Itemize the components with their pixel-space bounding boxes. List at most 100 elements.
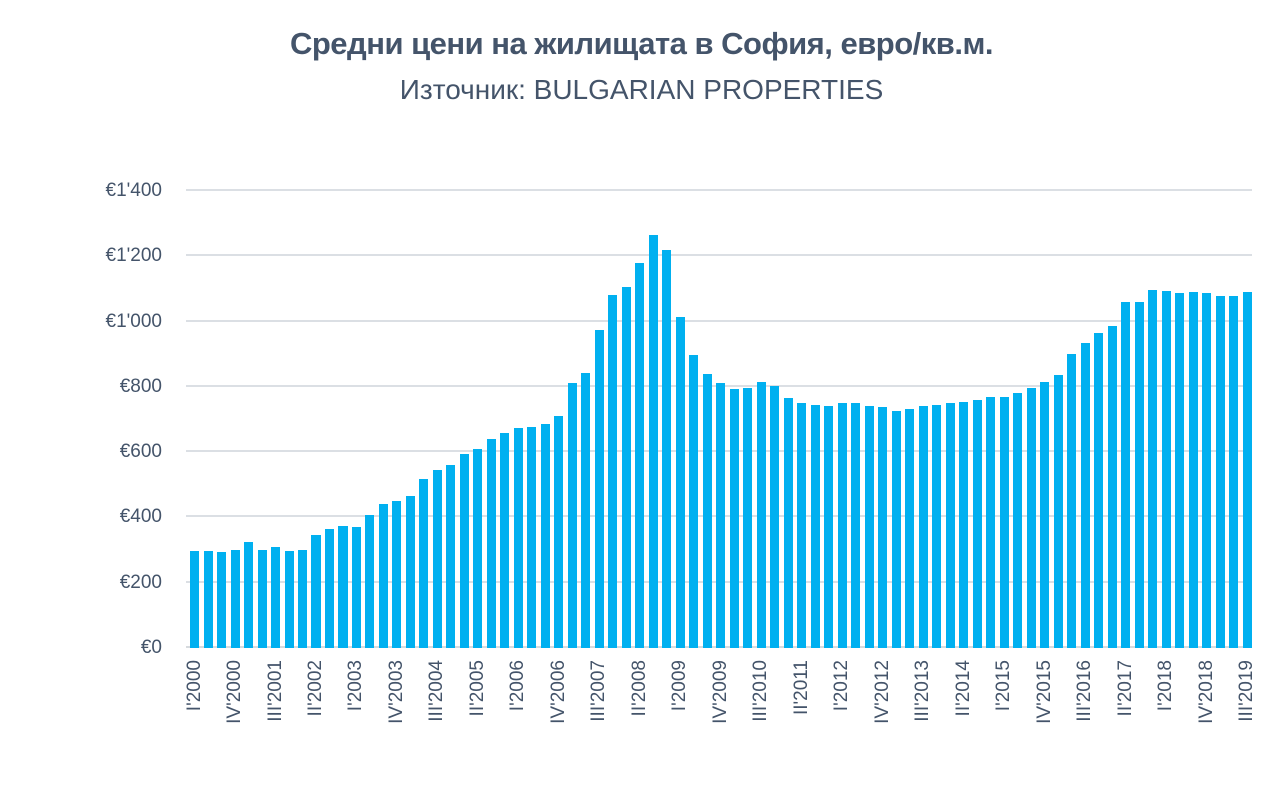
bar-III'2005 (486, 438, 496, 648)
bar-IV'2013 (932, 405, 942, 648)
gridline (186, 319, 1252, 322)
x-tick-label: II'2008 (628, 660, 650, 717)
bar-III'2019 (1242, 292, 1252, 648)
chart-title: Средни цени на жилищата в София, евро/кв… (289, 26, 994, 61)
bar-IV'2009 (716, 383, 726, 648)
bar-I'2018 (1161, 290, 1171, 648)
bar-III'2011 (810, 405, 820, 648)
bar-I'2007 (567, 383, 577, 648)
bar-II'2012 (851, 403, 861, 648)
bar-IV'2018 (1202, 292, 1212, 648)
x-tick-label: III'2016 (1074, 660, 1096, 722)
x-tick-label: IV'2009 (709, 660, 731, 724)
bar-IV'2004 (446, 465, 456, 648)
bar-IV'2012 (878, 407, 888, 648)
x-tick-label: I'2003 (345, 660, 367, 712)
x-tick-label: IV'2012 (871, 660, 893, 724)
x-tick-label: III'2001 (264, 660, 286, 722)
bar-II'2010 (743, 388, 753, 648)
bar-IV'2016 (1094, 333, 1104, 648)
bar-IV'2008 (662, 250, 672, 648)
bar-IV'2015 (1040, 381, 1050, 648)
bar-I'2012 (837, 402, 847, 648)
bar-III'2010 (756, 381, 766, 648)
x-tick-label: IV'2003 (385, 660, 407, 724)
bar-IV'2000 (230, 550, 240, 648)
bar-III'2012 (864, 406, 874, 648)
x-tick-label: IV'2000 (224, 660, 246, 724)
y-tick-label: €1'200 (105, 245, 162, 267)
bar-I'2013 (891, 410, 901, 648)
bar-IV'2006 (554, 416, 564, 648)
bar-II'2014 (959, 401, 969, 648)
bar-I'2011 (783, 398, 793, 648)
x-tick-label: II'2011 (790, 660, 812, 716)
bar-I'2006 (513, 428, 523, 648)
x-tick-label: I'2018 (1155, 660, 1177, 712)
x-tick-label: III'2013 (912, 660, 934, 722)
bar-III'2013 (918, 406, 928, 648)
bar-III'2009 (702, 374, 712, 648)
bar-I'2001 (244, 541, 254, 648)
y-tick-label: €1'000 (105, 310, 162, 332)
y-tick-label: €1'400 (105, 180, 162, 201)
bar-II'2019 (1229, 296, 1239, 648)
bar-IV'2007 (608, 295, 618, 648)
bar-IV'2005 (500, 432, 510, 648)
y-tick-label: €200 (119, 571, 162, 593)
x-tick-label: IV'2006 (547, 660, 569, 724)
x-tick-label: I'2012 (831, 660, 853, 712)
bar-I'2009 (675, 316, 685, 648)
bar-III'2018 (1188, 291, 1198, 648)
x-tick-label: IV'2018 (1195, 660, 1217, 724)
bar-I'2008 (621, 286, 631, 648)
y-tick-label: €800 (119, 375, 162, 397)
bar-III'2004 (432, 470, 442, 648)
x-tick-label: I'2009 (669, 660, 691, 712)
bar-II'2017 (1121, 301, 1131, 648)
bar-III'2006 (540, 424, 550, 648)
x-tick-label: I'2015 (993, 660, 1015, 712)
bar-III'2000 (217, 552, 227, 648)
bar-I'2016 (1053, 375, 1063, 648)
bar-I'2015 (999, 396, 1009, 648)
x-tick-label: II'2014 (952, 660, 974, 717)
chart-subtitle: Източник: BULGARIAN PROPERTIES (399, 74, 884, 105)
gridline (186, 254, 1252, 257)
y-tick-label: €400 (119, 506, 162, 528)
bar-IV'2010 (770, 385, 780, 648)
bar-II'2015 (1013, 393, 1023, 648)
bar-I'2014 (945, 402, 955, 648)
bar-II'2008 (635, 262, 645, 648)
bar-I'2005 (459, 454, 469, 648)
bar-I'2004 (405, 495, 415, 648)
bar-II'2007 (581, 373, 591, 648)
bar-II'2004 (419, 479, 429, 648)
x-tick-label: IV'2015 (1033, 660, 1055, 724)
bar-II'2011 (797, 403, 807, 648)
bar-II'2005 (473, 448, 483, 648)
bar-III'2016 (1080, 343, 1090, 648)
bar-II'2009 (689, 354, 699, 648)
bar-II'2000 (203, 551, 213, 648)
x-tick-label: II'2005 (466, 660, 488, 717)
bar-I'2010 (729, 389, 739, 648)
x-tick-label: III'2007 (588, 660, 610, 722)
bar-IV'2017 (1148, 289, 1158, 648)
x-tick-label: III'2010 (750, 660, 772, 722)
bar-III'2017 (1134, 302, 1144, 648)
bar-III'2003 (378, 504, 388, 648)
x-tick-label: I'2000 (183, 660, 205, 712)
bar-IV'2001 (284, 550, 294, 648)
bar-IV'2002 (338, 525, 348, 648)
bar-I'2003 (351, 526, 361, 648)
bar-I'2002 (297, 550, 308, 648)
bar-I'2017 (1107, 326, 1117, 648)
bar-II'2001 (257, 550, 267, 648)
bar-I'2019 (1215, 296, 1225, 648)
bar-IV'2011 (824, 405, 834, 648)
x-tick-label: I'2006 (507, 660, 529, 712)
bar-II'2018 (1175, 293, 1185, 648)
bar-III'2014 (972, 399, 982, 648)
bar-III'2002 (324, 529, 335, 648)
